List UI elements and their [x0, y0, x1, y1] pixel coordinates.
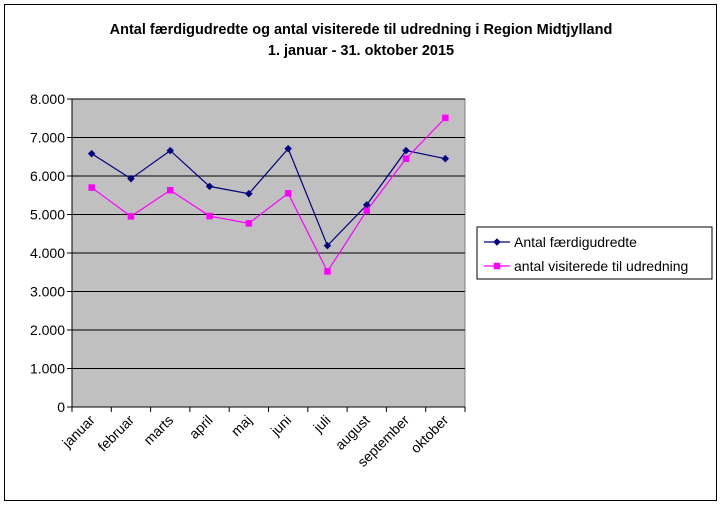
- y-tick-label: 6.000: [30, 168, 65, 184]
- series-2-line: [91, 117, 446, 273]
- legend-label: antal visiterede til udredning: [514, 258, 688, 274]
- chart-subtitle: 1. januar - 31. oktober 2015: [268, 43, 454, 59]
- x-tick-label: juli: [309, 412, 333, 436]
- data-point: [244, 189, 253, 198]
- x-tick-label: april: [186, 412, 216, 442]
- legend-item-2: antal visiterede til udredning: [484, 258, 688, 274]
- data-point: [88, 184, 95, 191]
- chart-title: Antal færdigudredte og antal visiterede …: [110, 22, 613, 38]
- data-point: [127, 213, 135, 220]
- x-tick-label: marts: [140, 412, 176, 448]
- gridlines: [72, 98, 465, 369]
- data-point: [363, 207, 370, 214]
- y-tick-label: 8.000: [30, 91, 65, 107]
- legend-item-1: Antal færdigudredte: [484, 234, 637, 250]
- data-point: [127, 174, 135, 183]
- series-1-line: [91, 147, 446, 247]
- series-layer: [87, 114, 450, 275]
- data-point: [402, 146, 410, 155]
- series-2: [88, 114, 449, 275]
- y-axis-ticks: 0 1.000 2.000 3.000 4.000 5.000 6.000 7.000 8.00…: [30, 91, 72, 415]
- y-tick-label: 3.000: [30, 284, 65, 300]
- data-point: [284, 144, 293, 153]
- legend-items: Antal færdigudredte antal visiterede til …: [484, 234, 688, 274]
- y-tick-label: 2.000: [30, 322, 65, 338]
- y-tick-label: 7.000: [30, 130, 65, 146]
- data-point: [245, 220, 253, 227]
- x-tick-label: juni: [267, 412, 294, 439]
- data-point: [442, 114, 449, 122]
- x-tick-label: januar: [58, 412, 98, 452]
- data-point: [323, 241, 332, 250]
- x-tick-label: februar: [94, 412, 137, 455]
- y-tick-label: 0: [57, 399, 65, 415]
- data-point: [205, 182, 214, 191]
- data-point: [324, 268, 331, 275]
- y-tick-label: 4.000: [30, 245, 65, 261]
- data-point: [402, 155, 410, 162]
- data-point: [441, 154, 450, 163]
- legend-marker: [493, 238, 501, 246]
- y-tick-label: 5.000: [30, 207, 65, 223]
- data-point: [284, 190, 292, 197]
- x-tick-label: oktober: [407, 412, 452, 457]
- x-tick-label: maj: [228, 412, 255, 439]
- legend-marker: [493, 262, 501, 270]
- data-point: [167, 186, 174, 194]
- data-point: [166, 146, 175, 155]
- legend-label: Antal færdigudredte: [514, 234, 637, 250]
- series-1: [87, 144, 450, 250]
- legend: [476, 226, 713, 280]
- data-point: [206, 212, 213, 220]
- y-tick-label: 1.000: [30, 361, 65, 377]
- data-point: [87, 149, 96, 158]
